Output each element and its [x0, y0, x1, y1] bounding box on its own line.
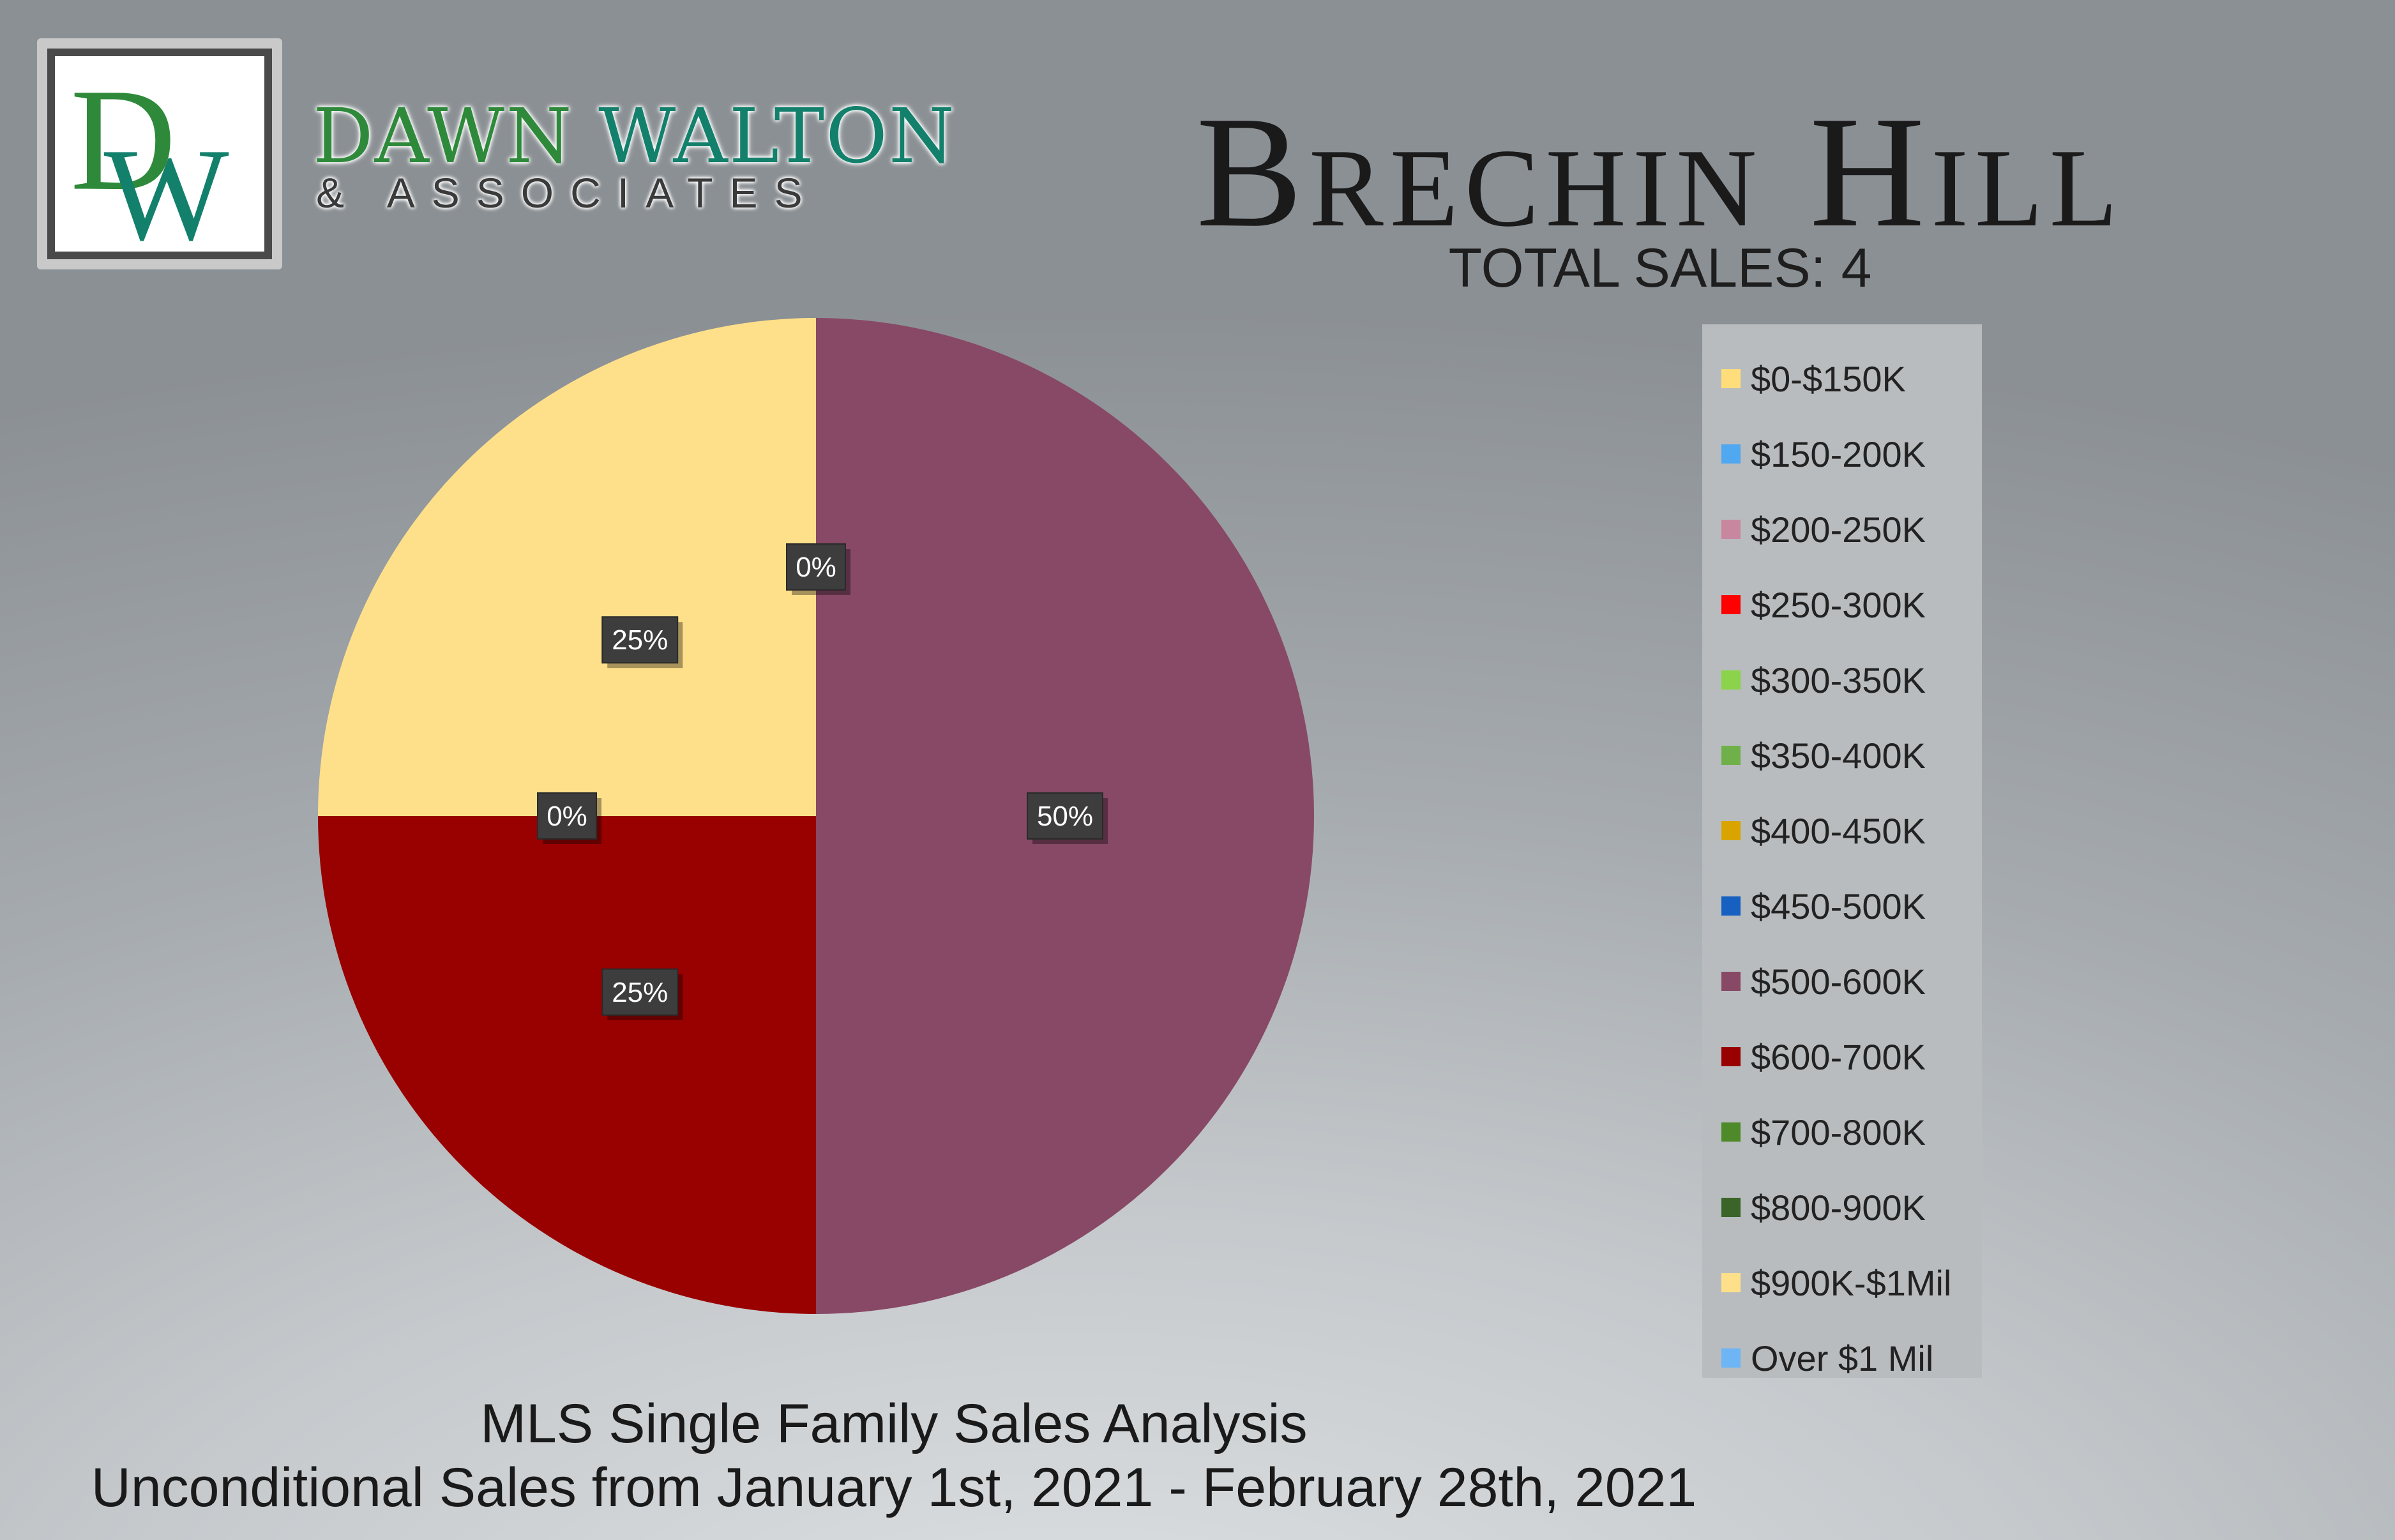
- legend-item: $900K-$1Mil: [1702, 1245, 1982, 1320]
- legend-swatch: [1721, 595, 1741, 614]
- data-label-4: 0%: [786, 543, 850, 595]
- data-label-3: 0%: [537, 792, 601, 844]
- brand-name-first: DAWN: [313, 92, 573, 180]
- legend-label: $0-$150K: [1751, 358, 1906, 399]
- legend-swatch: [1721, 1273, 1741, 1292]
- pie-slice-900k-1mil: [318, 318, 816, 816]
- legend-label: $150-200K: [1751, 434, 1926, 474]
- total-sales: TOTAL SALES: 4: [1448, 238, 1872, 299]
- pie-data-labels: 50% 25% 25% 0% 0%: [537, 543, 1108, 1020]
- data-label-text: 0%: [796, 552, 836, 583]
- chart-legend: $0-$150K $150-200K $200-250K $250-300K $300-…: [1702, 324, 1982, 1378]
- legend-label: $300-350K: [1751, 660, 1926, 700]
- pie-slice-600-700k: [318, 816, 816, 1314]
- brand-name-second: WALTON: [598, 92, 956, 180]
- logo-frame: D W: [37, 38, 282, 269]
- legend-item: $0-$150K: [1702, 341, 1982, 416]
- legend-item: $500-600K: [1702, 944, 1982, 1019]
- chart-title: Brechin Hill: [1196, 84, 2124, 260]
- legend-label: $500-600K: [1751, 961, 1926, 1002]
- legend-item: $250-300K: [1702, 567, 1982, 642]
- legend-label: $600-700K: [1751, 1036, 1926, 1077]
- legend-label: $900K-$1Mil: [1751, 1262, 1952, 1303]
- legend-item: $350-400K: [1702, 718, 1982, 793]
- data-label-0: 50%: [1027, 792, 1108, 844]
- data-label-text: 25%: [612, 977, 668, 1008]
- data-label-box: [601, 968, 679, 1016]
- legend-label: Over $1 Mil: [1751, 1338, 1934, 1378]
- legend-label: $200-250K: [1751, 509, 1926, 550]
- legend-item: $800-900K: [1702, 1170, 1982, 1245]
- legend-label: $350-400K: [1751, 735, 1926, 776]
- legend-swatch: [1721, 444, 1741, 464]
- data-label-text: 0%: [547, 801, 587, 832]
- legend-swatch: [1721, 896, 1741, 916]
- legend-item: $600-700K: [1702, 1019, 1982, 1094]
- legend-swatch: [1721, 821, 1741, 840]
- brand-subtitle: & ASSOCIATES: [316, 169, 819, 216]
- data-label-box: [1027, 792, 1103, 840]
- data-label-box: [786, 543, 846, 591]
- data-label-text: 50%: [1037, 801, 1093, 832]
- legend-swatch: [1721, 670, 1741, 690]
- data-label-box: [601, 616, 679, 664]
- legend-swatch: [1721, 746, 1741, 765]
- legend-item: Over $1 Mil: [1702, 1320, 1982, 1396]
- footer-title: MLS Single Family Sales Analysis: [480, 1393, 1308, 1454]
- legend-swatch: [1721, 369, 1741, 388]
- legend-item: $200-250K: [1702, 492, 1982, 567]
- legend-item: $300-350K: [1702, 642, 1982, 718]
- pie-slices: [318, 318, 1314, 1314]
- data-label-text: 25%: [612, 624, 668, 656]
- legend-item: $400-450K: [1702, 793, 1982, 868]
- logo-monogram: D W: [47, 49, 272, 259]
- legend-swatch: [1721, 1348, 1741, 1368]
- monogram-w: W: [104, 121, 229, 252]
- legend-item: $450-500K: [1702, 868, 1982, 944]
- legend-swatch: [1721, 1122, 1741, 1142]
- data-label-2: 25%: [601, 616, 683, 668]
- dw-monogram-icon: D W: [70, 58, 229, 252]
- brand-name: DAWN WALTON: [313, 88, 955, 184]
- legend-item: $150-200K: [1702, 416, 1982, 492]
- footer-date-range: Unconditional Sales from January 1st, 20…: [91, 1457, 1697, 1518]
- monogram-d: D: [70, 58, 176, 221]
- legend-label: $250-300K: [1751, 584, 1926, 625]
- legend-label: $700-800K: [1751, 1112, 1926, 1152]
- legend-swatch: [1721, 972, 1741, 991]
- legend-item: $700-800K: [1702, 1094, 1982, 1170]
- legend-label: $400-450K: [1751, 810, 1926, 851]
- data-label-1: 25%: [601, 968, 683, 1020]
- legend-swatch: [1721, 1047, 1741, 1066]
- legend-swatch: [1721, 1198, 1741, 1217]
- legend-label: $450-500K: [1751, 886, 1926, 926]
- data-label-box: [537, 792, 597, 840]
- legend-label: $800-900K: [1751, 1187, 1926, 1228]
- legend-swatch: [1721, 520, 1741, 539]
